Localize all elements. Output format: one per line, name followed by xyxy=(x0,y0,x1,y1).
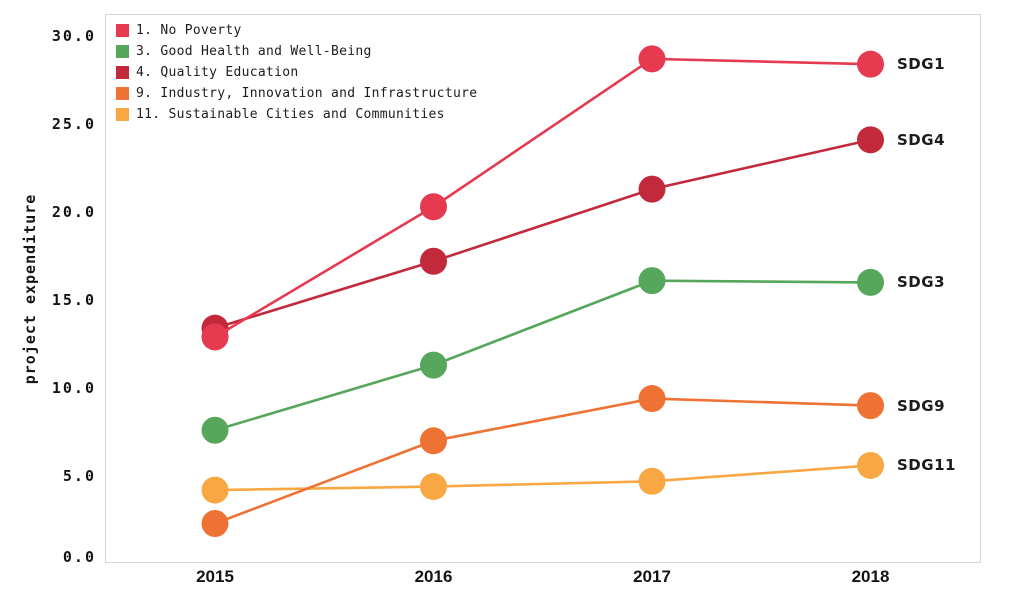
data-point-SDG9-2015 xyxy=(201,510,229,538)
data-point-SDG3-2015 xyxy=(201,416,229,444)
y-axis-title: project expenditure xyxy=(21,193,39,385)
legend-label-SDG11: 11. Sustainable Cities and Communities xyxy=(136,107,445,122)
legend-item-SDG9: 9. Industry, Innovation and Infrastructu… xyxy=(116,83,477,104)
data-point-SDG9-2017 xyxy=(638,385,666,413)
end-label-SDG1: SDG1 xyxy=(897,55,946,74)
data-point-SDG9-2016 xyxy=(420,427,447,455)
end-label-SDG9: SDG9 xyxy=(897,396,946,415)
legend-label-SDG3: 3. Good Health and Well-Being xyxy=(136,44,372,59)
data-point-SDG9-2018 xyxy=(857,392,884,420)
data-point-SDG11-2016 xyxy=(420,473,447,501)
data-point-SDG11-2015 xyxy=(201,476,229,504)
data-point-SDG3-2018 xyxy=(857,268,884,296)
legend-swatch-SDG1 xyxy=(116,24,129,37)
data-point-SDG3-2017 xyxy=(638,267,666,295)
y-tick-30.0: 30.0 xyxy=(51,27,96,45)
x-tick-2018: 2018 xyxy=(851,567,890,586)
chart-legend: 1. No Poverty 3. Good Health and Well-Bei… xyxy=(116,20,477,125)
y-tick-20.0: 20.0 xyxy=(51,203,96,221)
data-point-SDG11-2017 xyxy=(638,467,666,495)
series-line-SDG9 xyxy=(214,397,871,525)
legend-label-SDG1: 1. No Poverty xyxy=(136,23,242,38)
end-label-SDG4: SDG4 xyxy=(897,130,946,149)
plot-area-border xyxy=(105,14,981,563)
end-label-SDG11: SDG11 xyxy=(897,456,956,475)
legend-swatch-SDG9 xyxy=(116,87,129,100)
series-line-SDG3 xyxy=(214,279,871,432)
legend-swatch-SDG4 xyxy=(116,66,129,79)
data-point-SDG1-2018 xyxy=(857,50,884,78)
series-line-SDG11 xyxy=(214,464,871,492)
data-point-SDG4-2017 xyxy=(638,175,666,203)
x-tick-2015: 2015 xyxy=(196,567,234,586)
data-point-SDG11-2018 xyxy=(857,451,884,479)
y-tick-0.0: 0.0 xyxy=(62,548,96,566)
legend-item-SDG4: 4. Quality Education xyxy=(116,62,477,83)
data-point-SDG3-2016 xyxy=(420,351,447,379)
y-tick-25.0: 25.0 xyxy=(51,115,96,133)
x-tick-2017: 2017 xyxy=(633,567,671,586)
legend-label-SDG4: 4. Quality Education xyxy=(136,65,299,80)
x-tick-2016: 2016 xyxy=(414,567,453,586)
y-tick-10.0: 10.0 xyxy=(51,379,96,397)
y-tick-5.0: 5.0 xyxy=(62,467,96,485)
data-point-SDG1-2015 xyxy=(201,323,229,351)
y-tick-15.0: 15.0 xyxy=(51,291,96,309)
series-line-SDG4 xyxy=(214,138,871,330)
data-point-SDG4-2018 xyxy=(857,126,884,154)
legend-item-SDG11: 11. Sustainable Cities and Communities xyxy=(116,104,477,125)
legend-item-SDG1: 1. No Poverty xyxy=(116,20,477,41)
series-line-SDG1 xyxy=(214,57,871,339)
legend-item-SDG3: 3. Good Health and Well-Being xyxy=(116,41,477,62)
data-point-SDG4-2016 xyxy=(420,247,447,275)
legend-swatch-SDG3 xyxy=(116,45,129,58)
legend-swatch-SDG11 xyxy=(116,108,129,121)
data-point-SDG1-2017 xyxy=(638,45,666,73)
legend-label-SDG9: 9. Industry, Innovation and Infrastructu… xyxy=(136,86,478,101)
end-label-SDG3: SDG3 xyxy=(897,273,946,292)
data-point-SDG1-2016 xyxy=(420,193,447,221)
